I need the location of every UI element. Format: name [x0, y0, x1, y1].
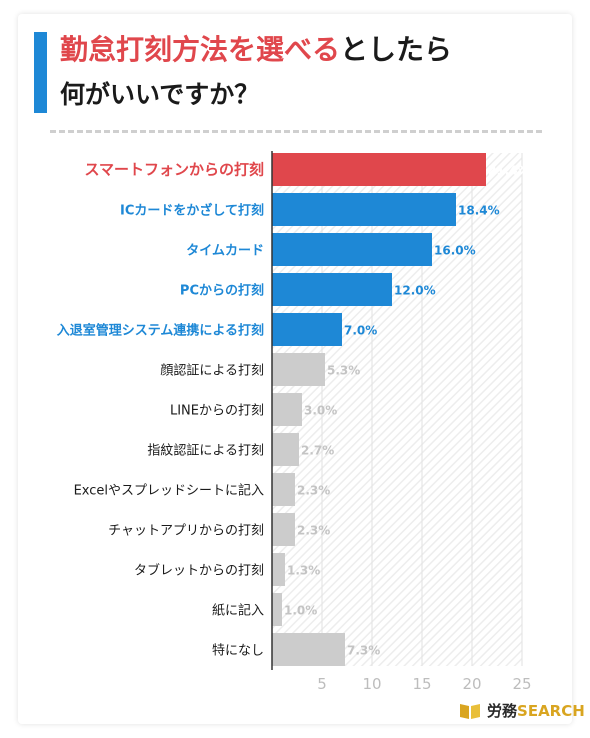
bar: [272, 473, 295, 506]
category-label: 紙に記入: [212, 603, 264, 619]
bar: [272, 513, 295, 546]
bar: [272, 153, 486, 186]
x-tick-label: 5: [317, 675, 327, 693]
bar: [272, 313, 342, 346]
bar: [272, 353, 325, 386]
category-label: チャットアプリからの打刻: [108, 524, 264, 539]
value-label: 18.4%: [458, 204, 500, 218]
bar: [272, 593, 282, 626]
value-label: 2.7%: [301, 444, 334, 458]
title-line2: 何がいいですか？: [60, 80, 260, 109]
value-label: 3.0%: [304, 404, 337, 418]
title-rest: としたら: [340, 33, 453, 66]
value-label: 5.3%: [327, 364, 360, 378]
value-label: 7.3%: [347, 644, 380, 658]
bar: [272, 433, 299, 466]
x-tick-label: 25: [512, 675, 531, 693]
bar: [272, 393, 302, 426]
dashed-divider: [50, 130, 542, 133]
bar: [272, 553, 285, 586]
category-label: 入退室管理システム連携による打刻: [57, 323, 264, 339]
title-accent-bar: [34, 32, 47, 113]
x-tick-label: 15: [412, 675, 431, 693]
logo: 労務 SEARCH: [459, 700, 585, 721]
category-label: タブレットからの打刻: [134, 563, 264, 579]
bar: [272, 273, 392, 306]
title-highlight: 勤怠打刻方法を選べる: [60, 33, 341, 66]
logo-en: SEARCH: [517, 701, 585, 720]
bar: [272, 193, 456, 226]
value-label: 12.0%: [394, 284, 436, 298]
category-label: Excelやスプレッドシートに記入: [74, 483, 264, 499]
book-icon: [460, 703, 480, 719]
category-label: 顔認証による打刻: [160, 363, 264, 379]
chart-title: 勤怠打刻方法を選べるとしたら 何がいいですか？: [60, 28, 560, 117]
value-label: 7.0%: [344, 324, 377, 338]
category-label: スマートフォンからの打刻: [84, 161, 264, 179]
category-label: LINEからの打刻: [170, 404, 264, 419]
value-label: 1.3%: [287, 564, 320, 578]
category-label: PCからの打刻: [180, 283, 264, 299]
category-label: 指紋認証による打刻: [147, 443, 264, 459]
value-label: 1.0%: [284, 604, 317, 618]
logo-jp: 労務: [487, 702, 518, 720]
x-tick-label: 10: [362, 675, 381, 693]
bar: [272, 233, 432, 266]
category-label: 特になし: [212, 644, 264, 659]
value-label: 2.3%: [297, 524, 330, 538]
category-label: ICカードをかざして打刻: [120, 203, 264, 219]
value-label: 2.3%: [297, 484, 330, 498]
category-label: タイムカード: [186, 244, 264, 259]
bar: [272, 633, 345, 666]
value-label: 16.0%: [434, 244, 476, 258]
value-label: 21.4%: [488, 164, 530, 178]
x-tick-label: 20: [462, 675, 481, 693]
